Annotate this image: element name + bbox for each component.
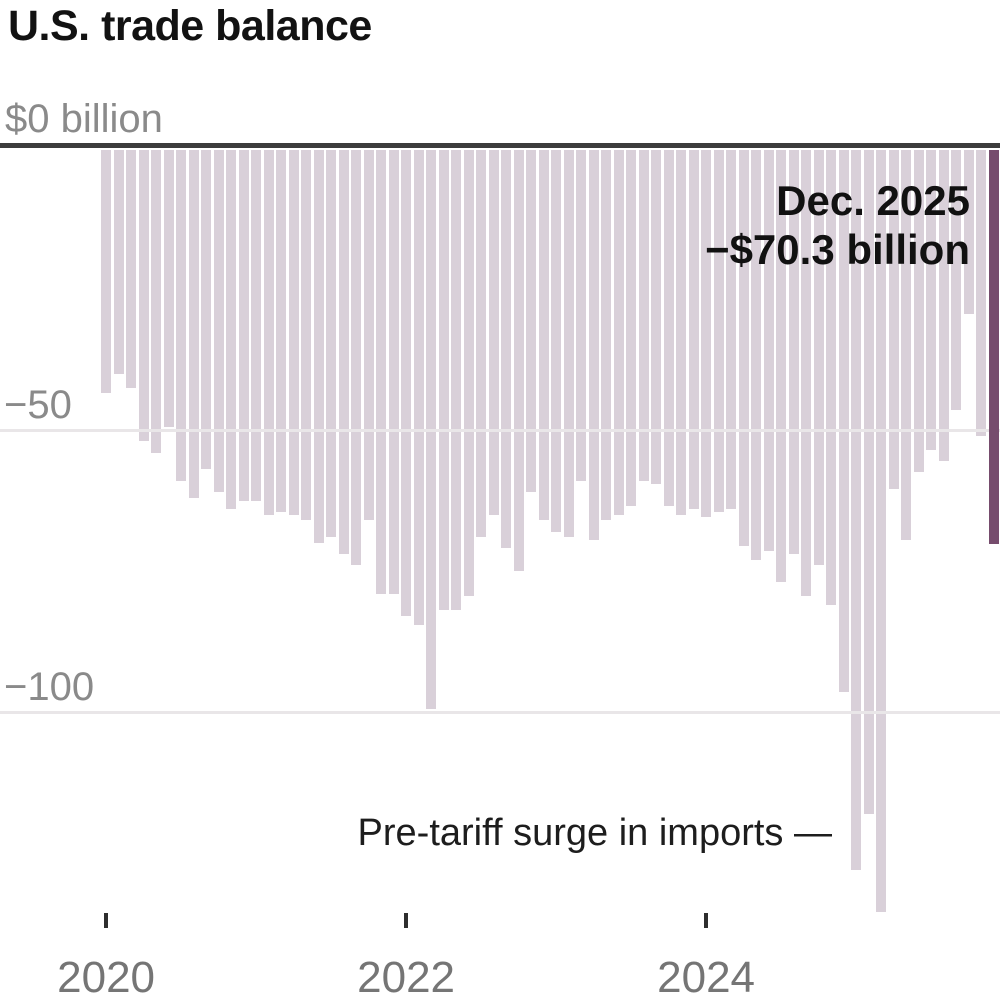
bar-Apr-2020: [138, 150, 149, 442]
bar-Oct-2023: [663, 150, 674, 507]
bar-Mar-2025: [876, 150, 887, 913]
bar-Jan-2022: [401, 150, 412, 617]
y-tick-label-−100: −100: [4, 665, 95, 709]
bar-Feb-2022: [413, 150, 424, 625]
bar-Jul-2023: [626, 150, 637, 507]
bar-May-2020: [151, 150, 162, 453]
bar-Jan-2020: [101, 150, 112, 394]
bar-Sep-2025: [951, 150, 962, 411]
bar-Aug-2022: [488, 150, 499, 515]
bar-May-2024: [751, 150, 762, 560]
x-tick-2022: [404, 913, 409, 928]
bar-Mar-2024: [726, 150, 737, 509]
bar-Aug-2021: [338, 150, 349, 555]
x-tick-label-2024: 2024: [657, 953, 756, 1000]
bar-Jun-2022: [463, 150, 474, 597]
zero-axis-label: $0 billion: [5, 97, 163, 141]
bar-Dec-2023: [688, 150, 699, 509]
bar-Nov-2020: [226, 150, 237, 509]
x-tick-2024: [704, 913, 709, 928]
highlight-annotation-value: −$70.3 billion: [705, 226, 970, 273]
bar-Oct-2024: [813, 150, 824, 566]
x-tick-2020: [104, 913, 109, 928]
bar-Jul-2020: [176, 150, 187, 481]
bar-Sep-2022: [501, 150, 512, 549]
gridline-−100: [0, 711, 1000, 714]
x-tick-label-2022: 2022: [357, 953, 456, 1000]
bar-Jun-2023: [613, 150, 624, 515]
highlight-annotation-date: Dec. 2025: [776, 177, 970, 224]
bar-Sep-2024: [801, 150, 812, 597]
bar-May-2022: [451, 150, 462, 611]
bar-Aug-2024: [788, 150, 799, 555]
bar-Oct-2022: [513, 150, 524, 571]
bar-Sep-2020: [201, 150, 212, 470]
bar-Dec-2020: [238, 150, 249, 501]
zero-baseline: [0, 143, 1000, 148]
bar-Jul-2025: [926, 150, 937, 450]
bar-Jun-2020: [163, 150, 174, 428]
y-tick-label-−50: −50: [4, 383, 72, 427]
bar-Nov-2025: [976, 150, 987, 436]
bar-Jan-2021: [251, 150, 262, 501]
bar-Feb-2024: [713, 150, 724, 512]
bar-Jan-2025: [851, 150, 862, 870]
bar-Jul-2021: [326, 150, 337, 538]
bar-Jun-2025: [913, 150, 924, 473]
bar-Apr-2024: [738, 150, 749, 546]
bar-Jul-2022: [476, 150, 487, 538]
x-tick-label-2020: 2020: [57, 953, 156, 1000]
pretariff-annotation: Pre-tariff surge in imports —: [357, 812, 832, 854]
bar-Oct-2020: [213, 150, 224, 493]
bar-Apr-2023: [588, 150, 599, 540]
bar-Feb-2020: [113, 150, 124, 374]
bar-May-2023: [601, 150, 612, 521]
bar-Nov-2023: [676, 150, 687, 515]
bar-Dec-2024: [838, 150, 849, 693]
bar-Mar-2021: [276, 150, 287, 512]
bar-Apr-2025: [888, 150, 899, 490]
bar-Feb-2021: [263, 150, 274, 515]
bar-May-2021: [301, 150, 312, 521]
bar-Aug-2020: [188, 150, 199, 498]
bar-Oct-2021: [363, 150, 374, 521]
bar-Apr-2022: [438, 150, 449, 611]
bar-Sep-2023: [651, 150, 662, 484]
bar-Jan-2024: [701, 150, 712, 518]
bar-Jun-2021: [313, 150, 324, 543]
bar-Dec-2022: [538, 150, 549, 521]
chart-title: U.S. trade balance: [8, 2, 372, 50]
bar-Nov-2022: [526, 150, 537, 493]
bar-Feb-2023: [563, 150, 574, 538]
bar-Aug-2025: [938, 150, 949, 462]
bar-Jan-2023: [551, 150, 562, 532]
bar-Jul-2024: [776, 150, 787, 583]
bar-Mar-2023: [576, 150, 587, 481]
bar-Feb-2025: [863, 150, 874, 814]
bar-Sep-2021: [351, 150, 362, 566]
bar-Nov-2024: [826, 150, 837, 605]
bar-Dec-2025: [988, 150, 999, 545]
bar-Mar-2020: [126, 150, 137, 388]
gridline-−50: [0, 429, 1000, 432]
bar-May-2025: [901, 150, 912, 540]
bar-Oct-2025: [963, 150, 974, 315]
bar-Aug-2023: [638, 150, 649, 481]
bar-Apr-2021: [288, 150, 299, 515]
bar-Jun-2024: [763, 150, 774, 552]
bar-Dec-2021: [388, 150, 399, 594]
bar-Nov-2021: [376, 150, 387, 594]
highlight-annotation: Dec. 2025 −$70.3 billion: [705, 176, 970, 274]
